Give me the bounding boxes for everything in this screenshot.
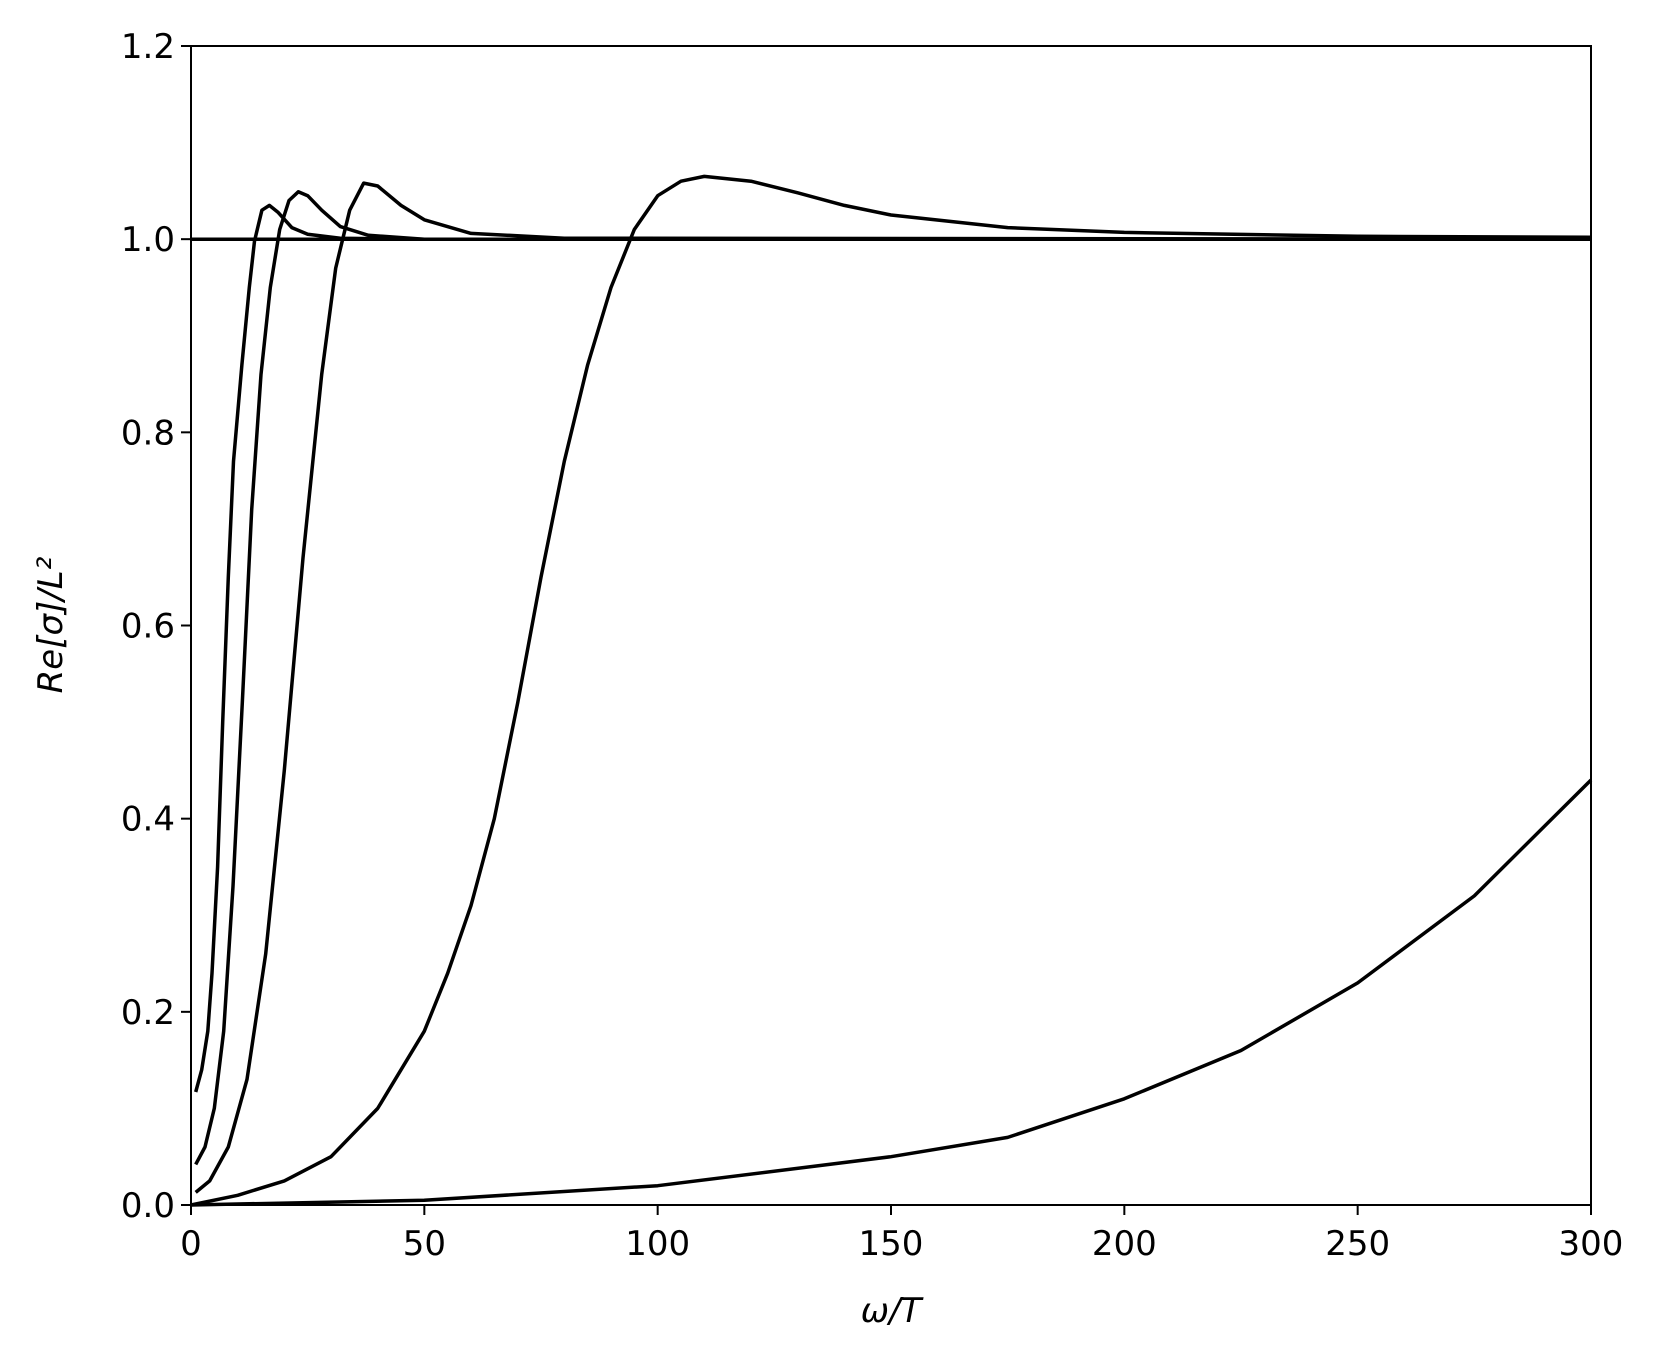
y-tick-label: 0.4 xyxy=(121,800,175,840)
y-tick-label: 0.0 xyxy=(121,1186,175,1226)
line xyxy=(194,181,1592,1194)
x-tick-label: 250 xyxy=(1325,1224,1390,1264)
x-axis-label: ω/T xyxy=(861,1291,924,1331)
line xyxy=(194,203,1591,1093)
x-tick-label: 150 xyxy=(859,1224,924,1264)
x-tick-label: 100 xyxy=(625,1224,690,1264)
line xyxy=(194,190,1591,1166)
y-tick-label: 0.6 xyxy=(121,607,175,647)
y-tick-label: 1.2 xyxy=(121,27,175,67)
plot-frame xyxy=(190,45,1592,1206)
line xyxy=(190,174,1592,1207)
x-tick-label: 0 xyxy=(180,1224,202,1264)
line xyxy=(190,778,1593,1207)
y-tick-label: 0.8 xyxy=(121,413,175,453)
x-tick-label: 200 xyxy=(1092,1224,1157,1264)
y-tick-label: 1.0 xyxy=(121,220,175,260)
y-axis-label: Re[σ]/L² xyxy=(31,556,71,693)
y-tick-label: 0.2 xyxy=(121,993,175,1033)
x-tick-label: 300 xyxy=(1559,1224,1624,1264)
x-tick-label: 50 xyxy=(403,1224,446,1264)
